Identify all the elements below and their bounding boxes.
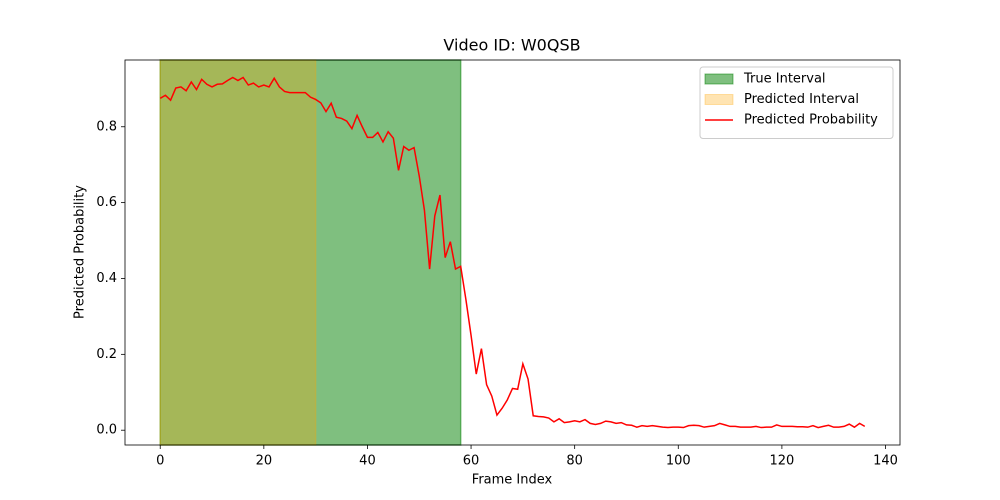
x-tick-label: 20 xyxy=(256,454,273,469)
plot-frame xyxy=(124,59,901,446)
x-tick-label: 80 xyxy=(566,454,583,469)
legend-swatch xyxy=(704,73,734,85)
x-tick-label: 120 xyxy=(769,454,794,469)
y-tick-label: 0.8 xyxy=(96,119,117,134)
legend-swatch xyxy=(704,94,734,105)
legend-label: Predicted Probability xyxy=(744,113,878,128)
interval-span xyxy=(159,59,462,446)
x-tick-label: 140 xyxy=(873,454,898,469)
legend-label: Predicted Interval xyxy=(744,92,859,107)
x-tick-label: 0 xyxy=(156,454,164,469)
x-tick-label: 60 xyxy=(463,454,480,469)
y-tick-label: 0.4 xyxy=(96,271,117,286)
legend-label: True Interval xyxy=(743,72,826,87)
x-tick-label: 100 xyxy=(666,454,691,469)
y-tick-label: 0.6 xyxy=(96,195,117,210)
chart-title: Video ID: W0QSB xyxy=(443,36,580,55)
interval-span xyxy=(159,59,317,446)
legend-box xyxy=(699,66,894,139)
y-tick-label: 0.2 xyxy=(96,347,117,362)
x-tick-label: 40 xyxy=(359,454,376,469)
y-axis-label: Predicted Probability xyxy=(73,185,88,319)
y-tick-label: 0.0 xyxy=(96,423,117,438)
line xyxy=(159,76,866,429)
x-axis-label: Frame Index xyxy=(472,473,553,488)
